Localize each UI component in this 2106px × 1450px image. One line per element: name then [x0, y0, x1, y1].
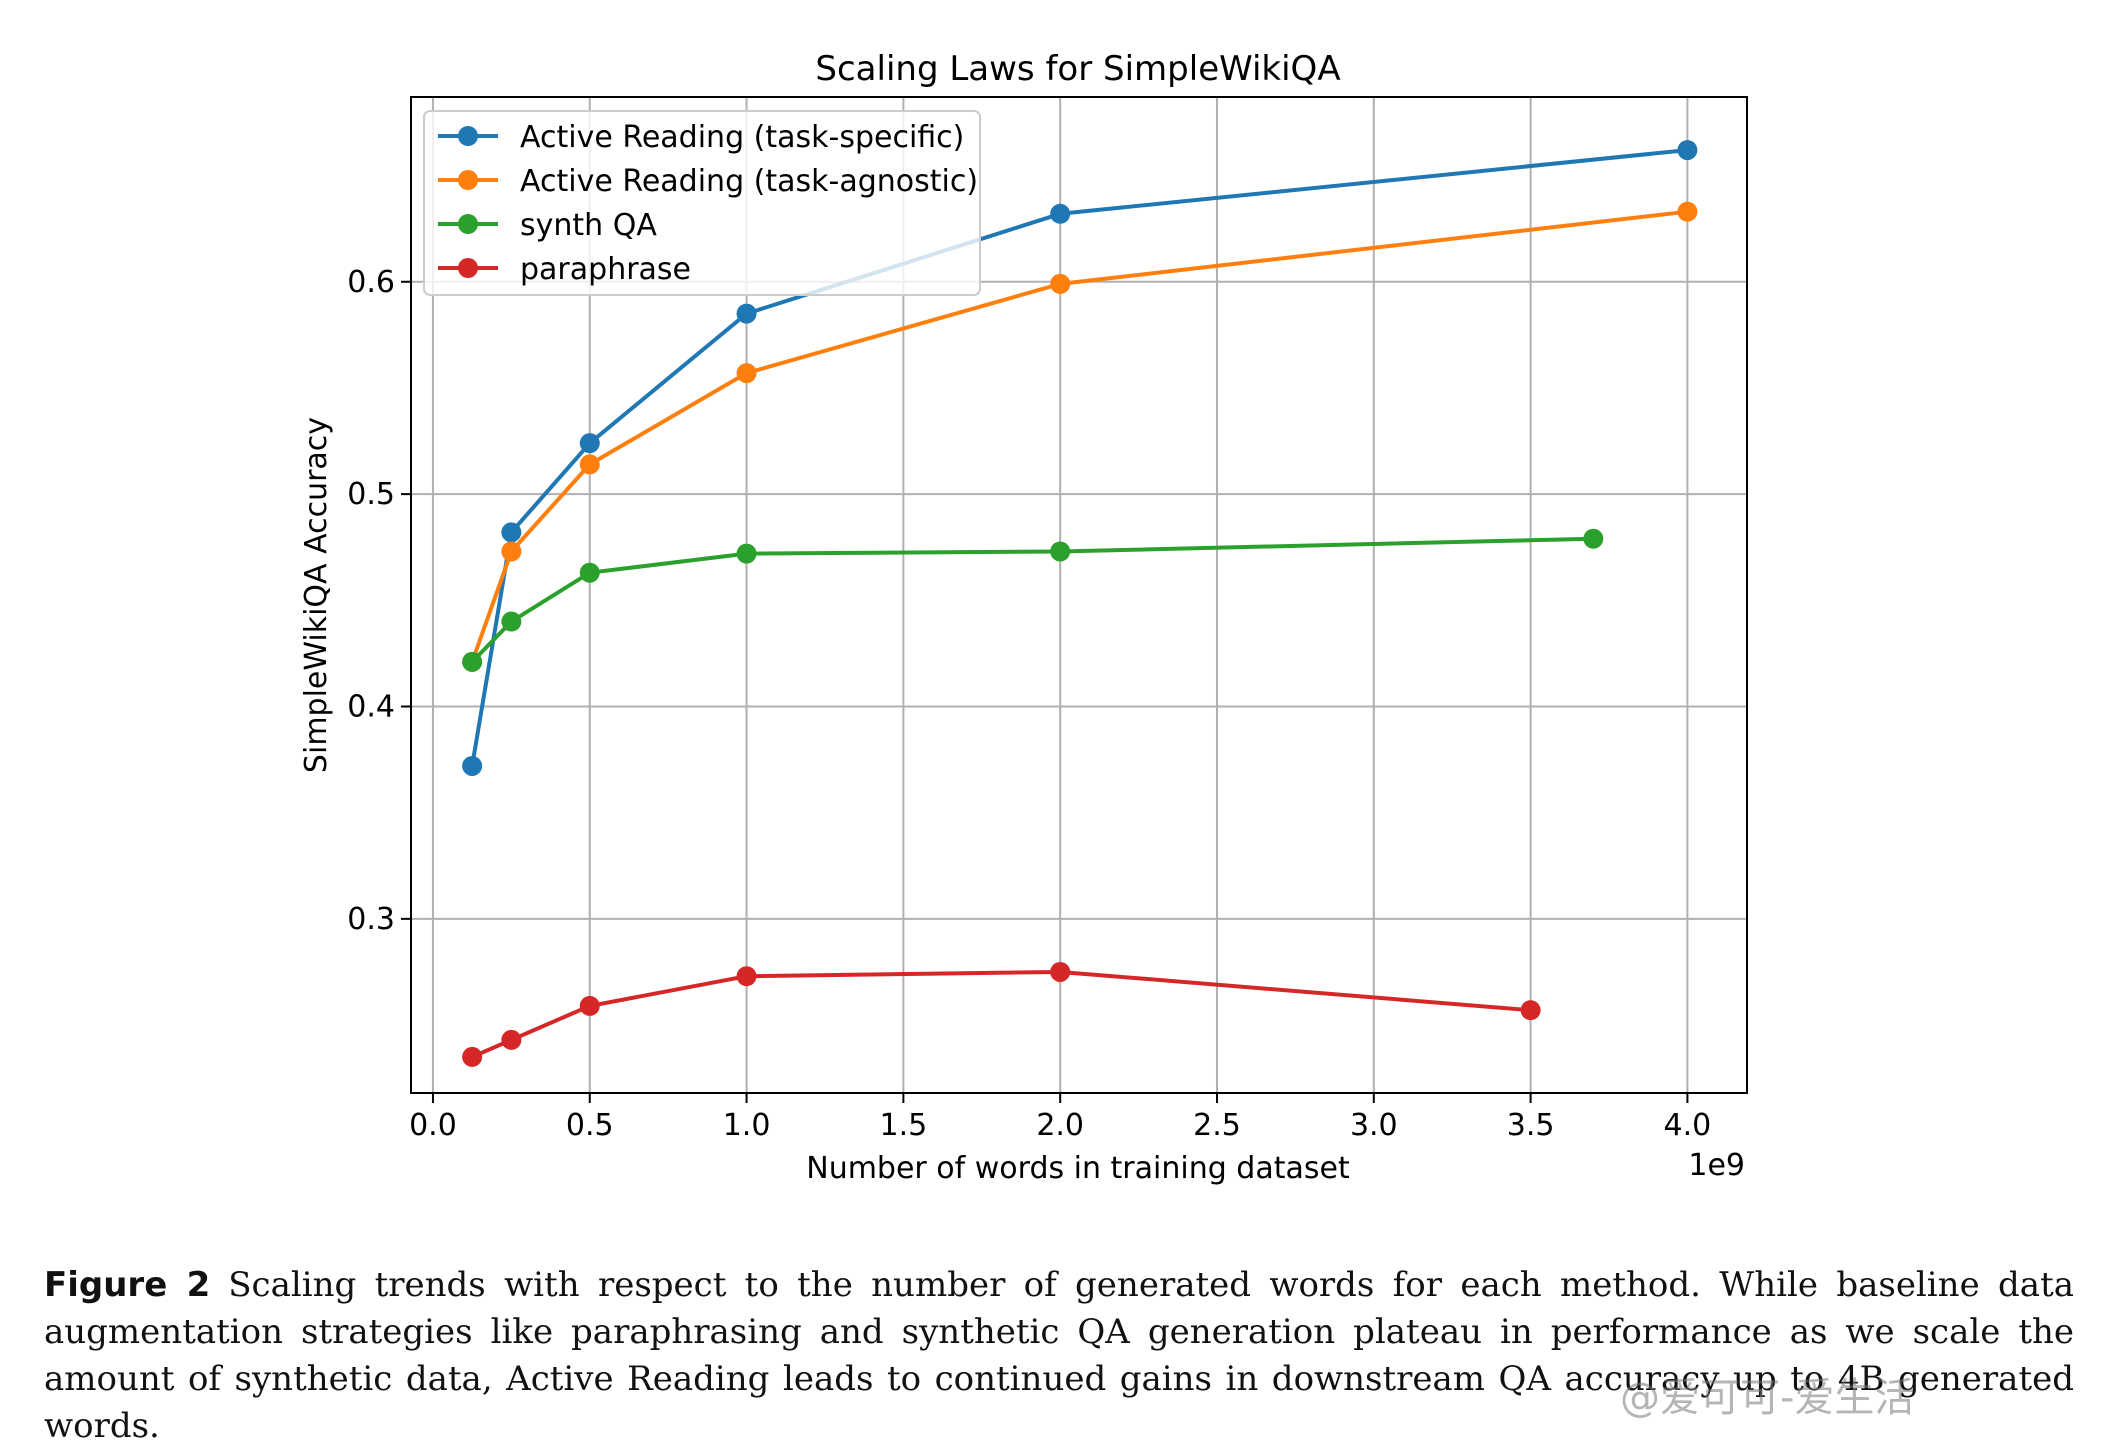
legend-swatch-marker	[458, 214, 478, 234]
data-point	[1520, 1000, 1541, 1021]
data-point	[501, 522, 522, 543]
y-tick-label: 0.4	[347, 689, 395, 724]
legend-label: Active Reading (task-agnostic)	[520, 164, 978, 199]
data-point	[462, 651, 483, 672]
legend-swatch-marker	[458, 170, 478, 190]
data-point	[1050, 961, 1071, 982]
x-tick-label: 3.0	[1350, 1108, 1398, 1143]
tick-layer: 0.0 0.5 1.0 1.5 2.0 2.5 3.0 3.5 4.0 0.3 0.4 0.5 0.6	[347, 265, 1711, 1143]
data-point	[501, 1029, 522, 1050]
legend: Active Reading (task-specific) Active Rea…	[423, 110, 981, 296]
data-point	[1050, 273, 1071, 294]
x-tick-label: 1.0	[723, 1108, 771, 1143]
x-tick-label: 1.5	[880, 1108, 928, 1143]
y-tick-label: 0.6	[347, 265, 395, 300]
legend-label: synth QA	[520, 208, 657, 243]
chart-title: Scaling Laws for SimpleWikiQA	[815, 49, 1340, 89]
data-point	[462, 755, 483, 776]
x-axis-label: Number of words in training dataset	[806, 1151, 1350, 1186]
plot-frame	[410, 96, 1748, 1094]
y-axis-label: SimpleWikiQA Accuracy	[299, 417, 334, 773]
x-tick-label: 2.0	[1036, 1108, 1084, 1143]
y-tick-label: 0.3	[347, 902, 395, 937]
data-point	[1050, 203, 1071, 224]
series-group	[462, 528, 1604, 672]
legend-swatch-marker	[458, 126, 478, 146]
data-point	[736, 966, 757, 987]
series-line	[470, 536, 1594, 664]
data-point	[501, 611, 522, 632]
watermark: @爱可可-爱生活	[1620, 1375, 1915, 1421]
x-tick-label: 0.0	[409, 1108, 457, 1143]
legend-label: Active Reading (task-specific)	[520, 120, 964, 155]
data-point	[1677, 140, 1698, 161]
series-line	[470, 209, 1688, 663]
legend-box	[423, 110, 981, 296]
data-point	[1583, 528, 1604, 549]
data-point	[1050, 541, 1071, 562]
data-point	[579, 454, 600, 475]
data-point	[579, 995, 600, 1016]
data-point	[579, 433, 600, 454]
data-point	[462, 1046, 483, 1067]
figure-caption: Figure 2 Scaling trends with respect to t…	[44, 1262, 2074, 1450]
legend-label: paraphrase	[520, 252, 691, 287]
data-point	[1677, 201, 1698, 222]
data-point	[736, 363, 757, 384]
x-tick-label: 3.5	[1507, 1108, 1555, 1143]
figure-label: Figure 2	[44, 1265, 211, 1305]
x-tick-label: 4.0	[1664, 1108, 1712, 1143]
data-point	[736, 543, 757, 564]
y-tick-label: 0.5	[347, 477, 395, 512]
series-layer	[462, 140, 1698, 1067]
data-point	[736, 303, 757, 324]
x-tick-label: 2.5	[1193, 1108, 1241, 1143]
x-tick-label: 0.5	[566, 1108, 614, 1143]
series-line	[471, 969, 1531, 1059]
x-offset-label: 1e9	[1688, 1148, 1745, 1183]
series-group	[462, 961, 1541, 1067]
data-point	[579, 562, 600, 583]
data-point	[501, 541, 522, 562]
legend-swatch-marker	[458, 258, 478, 278]
chart: Scaling Laws for SimpleWikiQA 0.0 0.5 1.0 1…	[299, 49, 1748, 1186]
caption-text: Scaling trends with respect to the numbe…	[44, 1265, 2074, 1446]
